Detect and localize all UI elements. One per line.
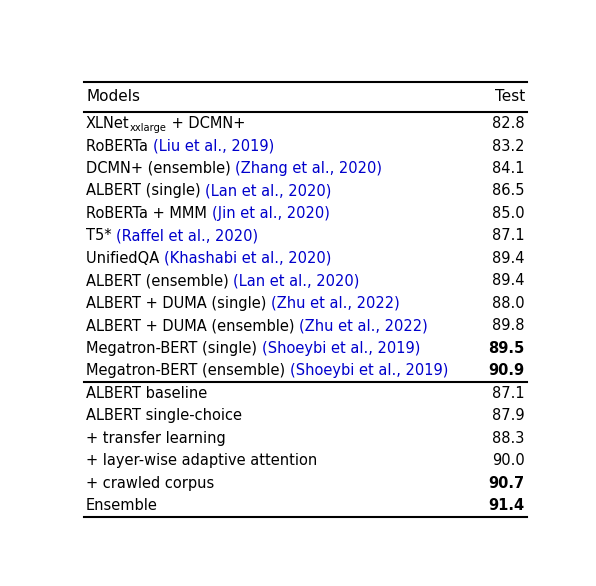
Text: 85.0: 85.0 <box>492 206 525 221</box>
Text: ALBERT (ensemble): ALBERT (ensemble) <box>86 274 234 288</box>
Text: + transfer learning: + transfer learning <box>86 431 226 446</box>
Text: 86.5: 86.5 <box>492 183 525 199</box>
Text: ALBERT + DUMA (ensemble): ALBERT + DUMA (ensemble) <box>86 318 299 333</box>
Text: DCMN+ (ensemble): DCMN+ (ensemble) <box>86 161 235 176</box>
Text: (Zhu et al., 2022): (Zhu et al., 2022) <box>271 296 400 311</box>
Text: XLNet: XLNet <box>86 116 130 131</box>
Text: RoBERTa: RoBERTa <box>86 138 153 154</box>
Text: 88.0: 88.0 <box>492 296 525 311</box>
Text: 83.2: 83.2 <box>492 138 525 154</box>
Text: 88.3: 88.3 <box>492 431 525 446</box>
Text: (Zhang et al., 2020): (Zhang et al., 2020) <box>235 161 383 176</box>
Text: ALBERT baseline: ALBERT baseline <box>86 386 207 401</box>
Text: Megatron-BERT (ensemble): Megatron-BERT (ensemble) <box>86 363 290 379</box>
Text: (Liu et al., 2019): (Liu et al., 2019) <box>153 138 274 154</box>
Text: 89.4: 89.4 <box>492 251 525 266</box>
Text: (Zhu et al., 2022): (Zhu et al., 2022) <box>299 318 428 333</box>
Text: 89.5: 89.5 <box>489 341 525 356</box>
Text: (Lan et al., 2020): (Lan et al., 2020) <box>205 183 331 199</box>
Text: T5*: T5* <box>86 229 116 243</box>
Text: ALBERT single-choice: ALBERT single-choice <box>86 408 242 423</box>
Text: 89.4: 89.4 <box>492 274 525 288</box>
Text: 87.1: 87.1 <box>492 386 525 401</box>
Text: 90.0: 90.0 <box>492 454 525 468</box>
Text: + crawled corpus: + crawled corpus <box>86 476 215 491</box>
Text: xxlarge: xxlarge <box>130 124 166 134</box>
Text: ALBERT + DUMA (single): ALBERT + DUMA (single) <box>86 296 271 311</box>
Text: Models: Models <box>86 90 140 104</box>
Text: ALBERT (single): ALBERT (single) <box>86 183 205 199</box>
Text: 87.1: 87.1 <box>492 229 525 243</box>
Text: UnifiedQA: UnifiedQA <box>86 251 164 266</box>
Text: Test: Test <box>495 90 525 104</box>
Text: 90.9: 90.9 <box>489 363 525 379</box>
Text: (Shoeybi et al., 2019): (Shoeybi et al., 2019) <box>290 363 448 379</box>
Text: (Lan et al., 2020): (Lan et al., 2020) <box>234 274 360 288</box>
Text: (Khashabi et al., 2020): (Khashabi et al., 2020) <box>164 251 331 266</box>
Text: (Shoeybi et al., 2019): (Shoeybi et al., 2019) <box>262 341 420 356</box>
Text: (Jin et al., 2020): (Jin et al., 2020) <box>212 206 330 221</box>
Text: + DCMN+: + DCMN+ <box>166 116 245 131</box>
Text: 87.9: 87.9 <box>492 408 525 423</box>
Text: RoBERTa + MMM: RoBERTa + MMM <box>86 206 212 221</box>
Text: + layer-wise adaptive attention: + layer-wise adaptive attention <box>86 454 317 468</box>
Text: Ensemble: Ensemble <box>86 498 158 513</box>
Text: Megatron-BERT (single): Megatron-BERT (single) <box>86 341 262 356</box>
Text: (Raffel et al., 2020): (Raffel et al., 2020) <box>116 229 259 243</box>
Text: 84.1: 84.1 <box>492 161 525 176</box>
Text: 82.8: 82.8 <box>492 116 525 131</box>
Text: 91.4: 91.4 <box>489 498 525 513</box>
Text: 90.7: 90.7 <box>489 476 525 491</box>
Text: 89.8: 89.8 <box>492 318 525 333</box>
